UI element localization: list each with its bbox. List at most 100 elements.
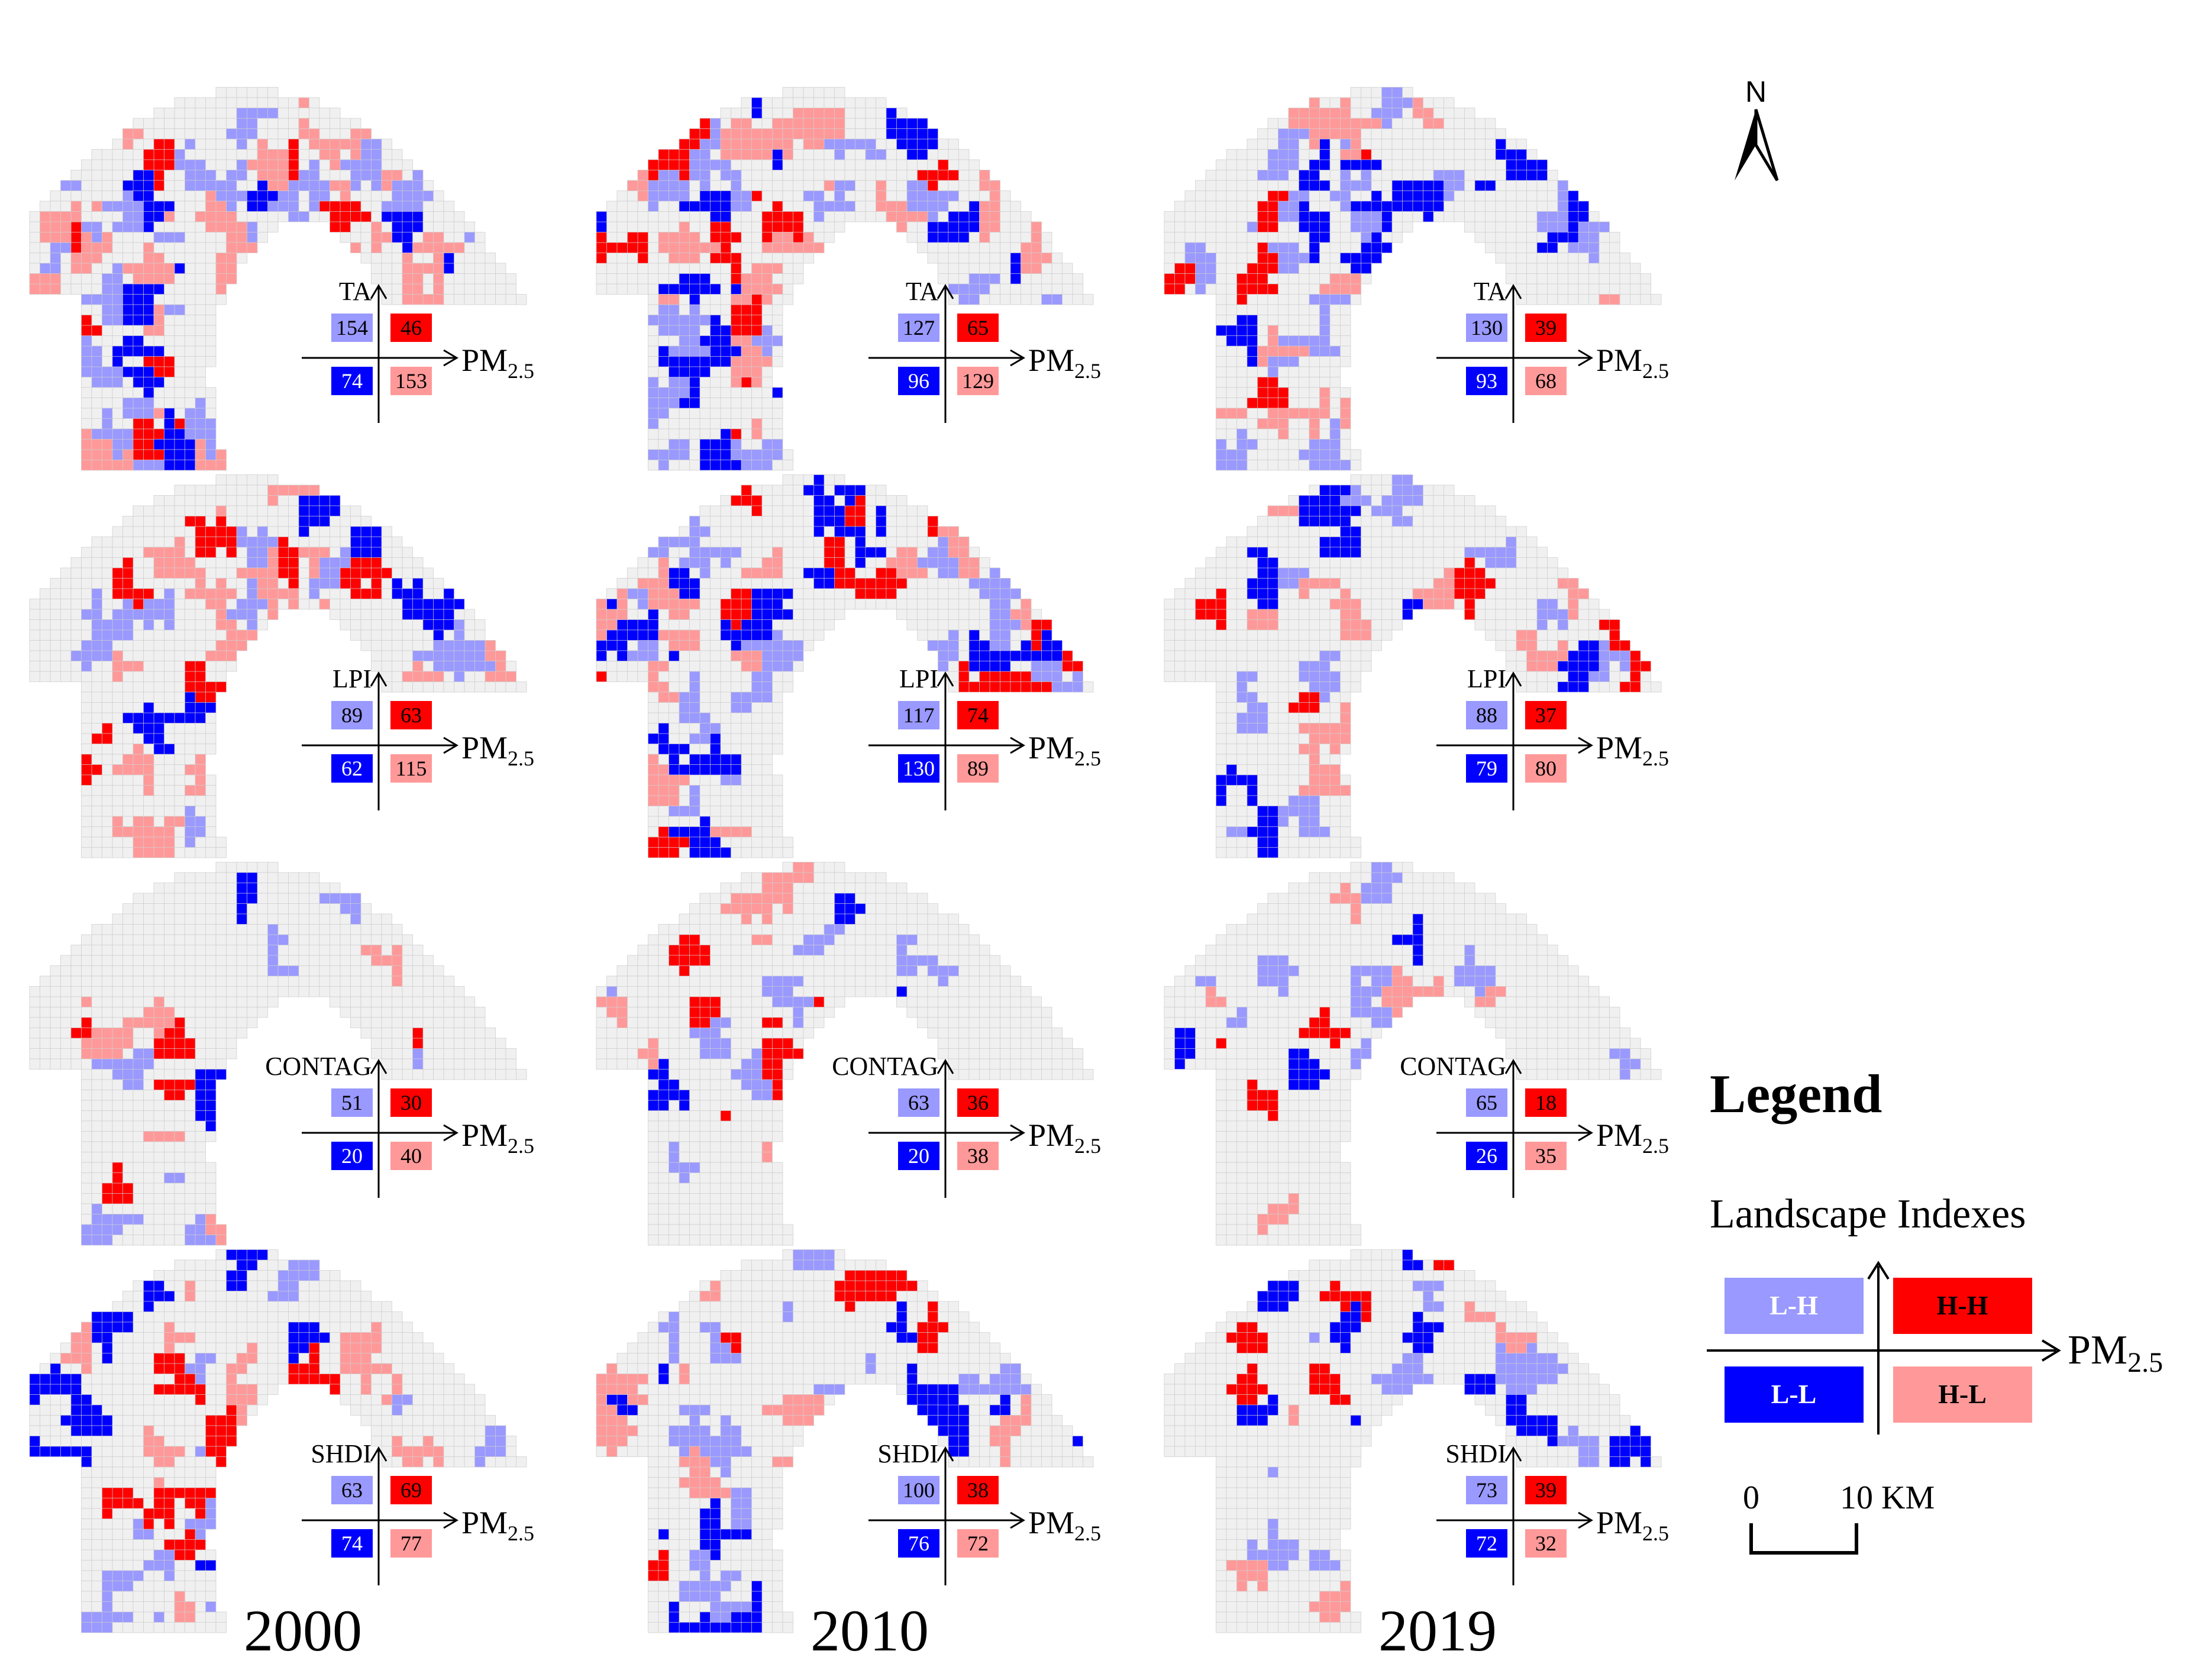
inset-y-label: TA bbox=[339, 277, 372, 306]
scale-bar-end: 10 KM bbox=[1840, 1479, 1935, 1516]
quad-count-lh: 130 bbox=[1471, 316, 1503, 340]
quad-count-hl: 80 bbox=[1535, 757, 1557, 780]
map-shdi-2000 bbox=[29, 1249, 527, 1633]
legend-box-lh bbox=[1725, 1278, 1864, 1334]
quad-box-lh bbox=[1466, 1476, 1507, 1504]
quad-box-ll bbox=[898, 1142, 939, 1170]
quad-count-hh: 69 bbox=[401, 1478, 422, 1502]
scale-bar-line bbox=[1749, 1523, 1858, 1555]
inset-y-arrow-icon bbox=[1504, 671, 1522, 687]
inset-shdi-2010: 100 38 76 72 SHDI PM2.5 bbox=[868, 1439, 1101, 1585]
map-contag-2010 bbox=[596, 862, 1094, 1246]
inset-lpi-2000: 89 63 62 115 LPI PM2.5 bbox=[302, 664, 534, 810]
inset-y-label: SHDI bbox=[1445, 1439, 1506, 1468]
map-lpi-2010 bbox=[596, 474, 1094, 858]
inset-y-label: LPI bbox=[1467, 664, 1506, 693]
inset-x-arrow-icon bbox=[1010, 1511, 1025, 1529]
inset-x-arrow-icon bbox=[1578, 1511, 1593, 1529]
inset-y-arrow-icon bbox=[370, 1446, 388, 1462]
inset-y-arrow-icon bbox=[1504, 1446, 1522, 1462]
inset-x-arrow-icon bbox=[1010, 736, 1025, 754]
scale-bar-start: 0 bbox=[1743, 1479, 1759, 1516]
inset-x-arrow-icon bbox=[443, 349, 458, 367]
inset-x-label: PM2.5 bbox=[461, 1505, 534, 1545]
scale-bar: 0 10 KM bbox=[1743, 1479, 1935, 1555]
inset-y-arrow-icon bbox=[937, 1059, 954, 1074]
inset-x-arrow-icon bbox=[1578, 736, 1593, 754]
quad-count-hl: 32 bbox=[1535, 1532, 1557, 1555]
inset-y-label: TA bbox=[1474, 277, 1506, 306]
quad-count-ll: 20 bbox=[341, 1144, 363, 1168]
year-label-2010: 2010 bbox=[811, 1598, 929, 1663]
north-arrow: N bbox=[1735, 75, 1779, 182]
legend-label-lh: L-H bbox=[1769, 1290, 1818, 1320]
quad-box-hl bbox=[957, 1142, 999, 1170]
year-label-2000: 2000 bbox=[244, 1598, 362, 1663]
legend-x-label: PM2.5 bbox=[2068, 1327, 2163, 1378]
quad-count-lh: 65 bbox=[1476, 1091, 1497, 1114]
map-shdi-2019 bbox=[1164, 1249, 1662, 1633]
inset-y-arrow-icon bbox=[937, 284, 954, 299]
quad-box-hh bbox=[957, 701, 999, 729]
inset-y-arrow-icon bbox=[370, 671, 388, 687]
inset-y-label: TA bbox=[906, 277, 938, 306]
legend-y-arrow-icon bbox=[1867, 1261, 1890, 1280]
quad-count-hh: 37 bbox=[1535, 703, 1557, 727]
quad-count-hl: 115 bbox=[396, 757, 427, 780]
quad-box-ll bbox=[898, 754, 939, 783]
quad-box-ll bbox=[331, 1529, 373, 1558]
quad-box-hh bbox=[957, 314, 999, 342]
quad-box-ll bbox=[1466, 367, 1507, 395]
quad-box-hh bbox=[1525, 1476, 1567, 1504]
year-label-2019: 2019 bbox=[1378, 1598, 1497, 1663]
quad-count-hl: 72 bbox=[967, 1532, 989, 1555]
inset-ta-2010: 127 65 96 129 TA PM2.5 bbox=[868, 277, 1101, 423]
quad-box-hl bbox=[390, 754, 432, 783]
map-ta-2019 bbox=[1164, 87, 1662, 471]
inset-contag-2010: 63 36 20 38 CONTAG PM2.5 bbox=[832, 1052, 1101, 1198]
inset-shdi-2000: 63 69 74 77 SHDI PM2.5 bbox=[302, 1439, 534, 1585]
inset-shdi-2019: 73 39 72 32 SHDI PM2.5 bbox=[1436, 1439, 1669, 1585]
quad-box-lh bbox=[898, 701, 939, 729]
quad-count-ll: 62 bbox=[341, 757, 363, 780]
quad-box-hh bbox=[1525, 314, 1567, 342]
map-ta-2010 bbox=[596, 87, 1094, 471]
legend-x-arrow-icon bbox=[2041, 1339, 2061, 1362]
quad-box-hl bbox=[957, 754, 999, 783]
quad-box-hh bbox=[1525, 1088, 1567, 1117]
inset-x-label: PM2.5 bbox=[1596, 1117, 1669, 1158]
legend-label-hl: H-L bbox=[1938, 1379, 1987, 1409]
quad-count-ll: 74 bbox=[341, 1532, 363, 1555]
map-lpi-2019 bbox=[1164, 474, 1662, 858]
inset-y-label: CONTAG bbox=[832, 1052, 938, 1081]
quad-box-hh bbox=[390, 701, 432, 729]
inset-y-label: LPI bbox=[332, 664, 372, 693]
quad-count-lh: 63 bbox=[341, 1478, 363, 1502]
quad-count-lh: 117 bbox=[903, 703, 935, 727]
map-shdi-2010 bbox=[596, 1249, 1094, 1633]
quad-count-hl: 153 bbox=[395, 369, 427, 393]
map-contag-2000 bbox=[29, 862, 527, 1246]
quad-box-ll bbox=[1466, 754, 1507, 783]
legend: Legend Landscape Indexes L-H H-H L-L H-L… bbox=[1707, 1064, 2163, 1435]
inset-x-label: PM2.5 bbox=[1028, 1505, 1101, 1545]
insets-layer: 154 46 74 153 TA PM2.5 127 65 96 129 TA PM2.5 130 39 9… bbox=[265, 277, 1669, 1585]
quad-count-hl: 129 bbox=[962, 369, 994, 393]
legend-label-hh: H-H bbox=[1937, 1290, 1988, 1320]
quad-box-lh bbox=[331, 1476, 373, 1504]
quad-box-lh bbox=[1466, 701, 1507, 729]
quad-count-hl: 40 bbox=[401, 1144, 422, 1168]
quad-count-ll: 74 bbox=[341, 369, 363, 393]
quad-box-ll bbox=[1466, 1529, 1507, 1558]
inset-y-arrow-icon bbox=[937, 1446, 954, 1462]
inset-x-label: PM2.5 bbox=[461, 343, 534, 383]
quad-count-ll: 79 bbox=[1476, 757, 1497, 780]
legend-box-hh bbox=[1893, 1278, 2032, 1334]
inset-x-label: PM2.5 bbox=[1596, 730, 1669, 770]
quad-count-ll: 20 bbox=[908, 1144, 929, 1168]
inset-y-arrow-icon bbox=[1504, 284, 1522, 299]
quad-box-hl bbox=[957, 367, 999, 395]
quad-count-ll: 26 bbox=[1476, 1144, 1497, 1168]
